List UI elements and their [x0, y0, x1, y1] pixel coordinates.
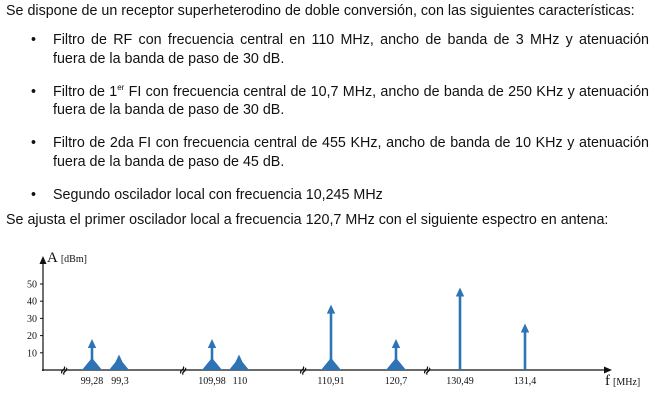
x-tick-label: 131,4 — [514, 376, 537, 387]
carrier-arrowhead — [207, 339, 217, 349]
axis-break-mark: ≈ — [418, 363, 435, 379]
list-item: • Filtro de 2da FI con frecuencia centra… — [0, 134, 649, 171]
list-item-text: Filtro de 2da FI con frecuencia central … — [53, 135, 649, 151]
sideband-right — [93, 359, 102, 370]
carrier-arrowhead — [391, 339, 401, 349]
x-axis-label: f [MHz] — [605, 373, 640, 389]
sideband-right — [332, 359, 341, 370]
spectrum-marks — [82, 287, 530, 370]
y-tick-label: 40 — [27, 297, 37, 308]
text-run: Filtro de 1 — [53, 83, 118, 100]
chart-axes: A [dBm] f [MHz] ≈ ≈ ≈ ≈ — [39, 250, 640, 389]
list-item-text: fuera de la banda de paso de 30 dB. — [53, 102, 285, 118]
outro-paragraph: Se ajusta el primer oscilador local a fr… — [6, 212, 609, 228]
x-tick-label: 99,28 — [81, 376, 104, 387]
y-ticks: 10 20 30 40 50 — [27, 280, 43, 359]
list-item-text: Filtro de 1er FI con frecuencia central … — [53, 83, 649, 102]
sideband-left — [82, 359, 91, 370]
y-tick-label: 30 — [27, 314, 37, 325]
y-tick-label: 10 — [27, 348, 37, 359]
list-item-text: Filtro de RF con frecuencia central en 1… — [53, 32, 649, 48]
y-axis-arrowhead — [39, 256, 47, 264]
list-item-text: Segundo oscilador local con frecuencia 1… — [53, 186, 383, 203]
list-item: • Filtro de RF con frecuencia central en… — [0, 31, 649, 68]
sideband-right — [120, 359, 129, 370]
sideband-left — [321, 359, 330, 370]
carrier-arrowhead — [455, 287, 465, 297]
carrier-arrowhead — [326, 304, 336, 314]
sideband-left — [109, 359, 118, 370]
carrier-arrowhead — [520, 323, 530, 333]
sideband-right — [213, 359, 222, 370]
sideband-right — [240, 359, 249, 370]
y-axis-label: A [dBm] — [47, 250, 87, 266]
axis-break-mark: ≈ — [294, 363, 311, 379]
sideband-left — [202, 359, 211, 370]
y-tick-label: 50 — [27, 280, 37, 291]
list-item: • Segundo oscilador local con frecuencia… — [0, 186, 649, 205]
x-tick-label: 120,7 — [385, 376, 408, 387]
bullet-dot: • — [31, 135, 37, 151]
x-tick-label: 110 — [233, 376, 248, 387]
sideband-left — [229, 359, 238, 370]
carrier-arrowhead — [87, 339, 97, 349]
y-tick-label: 20 — [27, 331, 37, 342]
x-tick-label: 99,3 — [111, 376, 129, 387]
text-run: FI con frecuencia central de 10,7 MHz, a… — [124, 83, 649, 100]
sideband-left — [386, 359, 395, 370]
bullet-dot: • — [31, 83, 37, 100]
intro-paragraph: Se dispone de un receptor superheterodin… — [6, 3, 635, 19]
bullet-dot: • — [31, 32, 37, 48]
x-tick-label: 109,98 — [198, 376, 226, 387]
x-tick-label: 110,91 — [317, 376, 344, 387]
x-tick-labels: 99,28 99,3 109,98 110 110,91 120,7 130,49 131,4 — [81, 376, 537, 387]
list-item: • Filtro de 1er FI con frecuencia centra… — [0, 83, 649, 120]
axis-break-mark: ≈ — [174, 363, 191, 379]
axis-break-mark: ≈ — [55, 363, 72, 379]
sideband-right — [397, 359, 406, 370]
list-item-text: fuera de la banda de paso de 45 dB. — [53, 153, 285, 170]
x-tick-label: 130,49 — [446, 376, 474, 387]
x-axis-arrowhead — [604, 366, 612, 374]
ordinal-superscript: er — [117, 82, 125, 92]
characteristics-list: • Filtro de RF con frecuencia central en… — [0, 31, 657, 204]
bullet-dot: • — [31, 186, 37, 203]
list-item-text: fuera de la banda de paso de 30 dB. — [53, 50, 285, 67]
